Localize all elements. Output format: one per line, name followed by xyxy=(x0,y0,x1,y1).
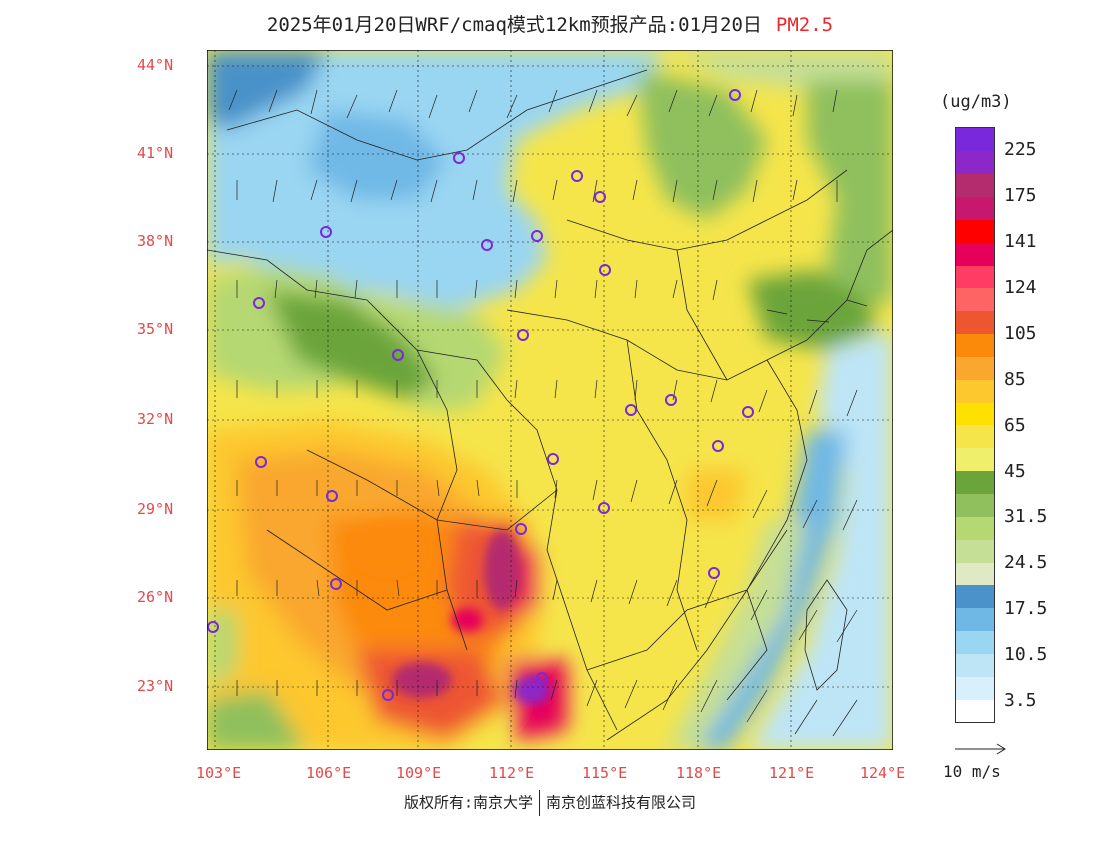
colorbar-swatch xyxy=(956,584,994,609)
lon-label: 118°E xyxy=(676,764,722,782)
colorbar-swatch xyxy=(956,173,994,198)
footer-right: 南京创蓝科技有限公司 xyxy=(546,793,697,812)
colorbar-swatch xyxy=(956,607,994,632)
colorbar-label: 105 xyxy=(1004,322,1037,344)
colorbar-swatch xyxy=(956,287,994,312)
wind-reference-arrow xyxy=(955,743,1006,755)
pm25-map xyxy=(207,50,893,750)
colorbar-swatch xyxy=(956,128,994,152)
colorbar-swatch xyxy=(956,470,994,495)
map-title: 2025年01月20日WRF/cmaq模式12km预报产品:01月20日 PM2.… xyxy=(0,10,1100,40)
colorbar-swatch xyxy=(956,493,994,517)
lon-label: 124°E xyxy=(860,764,906,782)
colorbar-swatch xyxy=(956,447,994,472)
colorbar-label: 3.5 xyxy=(1004,690,1037,711)
colorbar-label: 24.5 xyxy=(1004,552,1048,574)
lat-label: 32°N xyxy=(137,410,174,428)
colorbar-label: 85 xyxy=(1004,368,1026,390)
colorbar-swatch xyxy=(956,265,994,289)
city-markers xyxy=(207,89,754,701)
wind-vectors xyxy=(228,89,868,737)
colorbar-unit: (ug/m3) xyxy=(940,92,1012,112)
taiwan-outline xyxy=(804,579,848,691)
lon-label: 115°E xyxy=(582,764,628,782)
colorbar-swatch xyxy=(956,653,994,677)
lat-gridlines xyxy=(207,65,893,688)
copyright-footer: 版权所有:南京大学 南京创蓝科技有限公司 xyxy=(0,790,1100,816)
colorbar-swatch xyxy=(956,630,994,654)
colorbar-swatch xyxy=(956,310,994,335)
colorbar-swatch xyxy=(956,539,994,563)
colorbar-swatch xyxy=(956,242,994,266)
colorbar-swatch xyxy=(956,676,994,700)
colorbar-swatch xyxy=(956,402,994,426)
colorbar-swatch xyxy=(956,150,994,175)
footer-divider xyxy=(539,790,541,816)
wind-reference-label: 10 m/s xyxy=(943,762,1001,781)
lat-label: 29°N xyxy=(137,500,174,518)
lat-label: 38°N xyxy=(137,232,174,250)
title-main: 2025年01月20日WRF/cmaq模式12km预报产品:01月20日 xyxy=(266,14,762,36)
colorbar-label: 175 xyxy=(1004,185,1037,207)
colorbar-label: 45 xyxy=(1004,460,1026,482)
colorbar-label: 10.5 xyxy=(1004,644,1048,666)
lat-label: 26°N xyxy=(137,588,174,606)
colorbar-label: 124 xyxy=(1004,276,1037,298)
province-borders xyxy=(207,69,893,741)
colorbar-swatch xyxy=(956,699,994,723)
colorbar xyxy=(955,127,995,723)
lat-label: 41°N xyxy=(137,144,174,162)
lon-label: 112°E xyxy=(489,764,535,782)
colorbar-label: 225 xyxy=(1004,139,1037,161)
lon-label: 106°E xyxy=(306,764,352,782)
lat-label: 23°N xyxy=(137,677,174,695)
colorbar-swatch xyxy=(956,425,994,449)
lon-label: 109°E xyxy=(396,764,442,782)
colorbar-swatch xyxy=(956,516,994,540)
lon-label: 103°E xyxy=(196,764,242,782)
colorbar-swatch xyxy=(956,562,994,586)
colorbar-swatch xyxy=(956,333,994,357)
title-species: PM2.5 xyxy=(775,14,834,36)
colorbar-swatch xyxy=(956,196,994,220)
colorbar-swatch xyxy=(956,219,994,243)
colorbar-label: 141 xyxy=(1004,231,1037,252)
colorbar-label: 17.5 xyxy=(1004,598,1048,620)
lon-label: 121°E xyxy=(769,764,815,782)
footer-left: 版权所有:南京大学 xyxy=(403,793,534,812)
colorbar-label: 65 xyxy=(1004,414,1026,436)
colorbar-swatch xyxy=(956,356,994,380)
lat-label: 35°N xyxy=(137,320,174,338)
lat-label: 44°N xyxy=(137,56,174,74)
colorbar-label: 31.5 xyxy=(1004,506,1048,528)
colorbar-swatch xyxy=(956,379,994,403)
